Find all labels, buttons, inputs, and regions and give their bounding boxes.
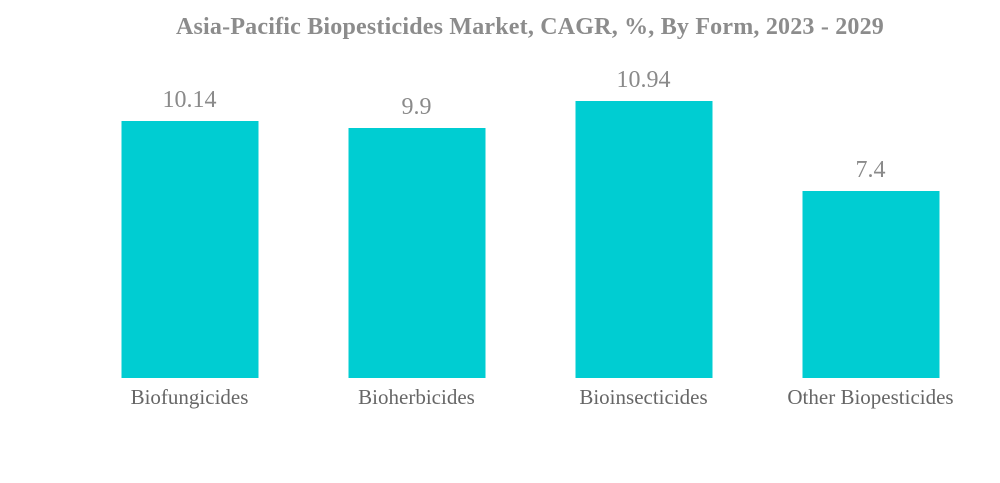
bar-value-label: 10.94 bbox=[616, 67, 671, 93]
bar-group-bioinsecticides: 10.94 Bioinsecticides bbox=[530, 0, 757, 408]
category-label-other-biopesticides: Other Biopesticides bbox=[787, 385, 954, 409]
bar-value-label: 10.14 bbox=[162, 87, 217, 113]
bar-group-other-biopesticides: 7.4 Other Biopesticides bbox=[757, 0, 984, 408]
category-label-bioherbicides: Bioherbicides bbox=[358, 385, 475, 409]
plot-area: 10.14 Biofungicides 9.9 Bioherbicides 10.94 B… bbox=[76, 0, 984, 408]
bar-group-biofungicides: 10.14 Biofungicides bbox=[76, 0, 303, 408]
bar-value-label: 9.9 bbox=[401, 94, 432, 120]
bar-other-biopesticides[interactable] bbox=[802, 191, 939, 378]
bar-value-label: 7.4 bbox=[855, 157, 886, 183]
category-label-bioinsecticides: Bioinsecticides bbox=[579, 385, 708, 409]
bar-group-bioherbicides: 9.9 Bioherbicides bbox=[303, 0, 530, 408]
bar-bioinsecticides[interactable] bbox=[575, 101, 712, 378]
bar-biofungicides[interactable] bbox=[121, 121, 258, 378]
category-label-biofungicides: Biofungicides bbox=[130, 385, 249, 409]
chart-title: Asia-Pacific Biopesticides Market, CAGR,… bbox=[175, 14, 885, 40]
bar-bioherbicides[interactable] bbox=[348, 128, 485, 378]
